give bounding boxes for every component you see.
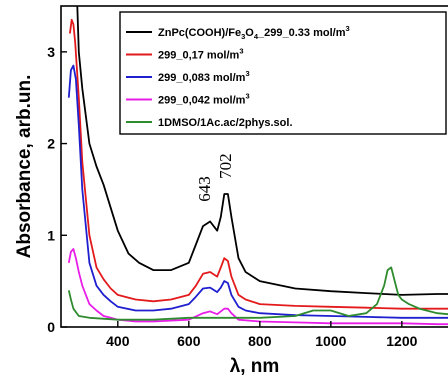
legend-box — [119, 11, 447, 135]
x-tick-label: 800 — [248, 333, 272, 349]
series-line-5 — [67, 266, 448, 321]
y-tick-label: 0 — [47, 319, 55, 335]
y-tick-label: 2 — [47, 136, 55, 152]
x-tick-label: 1200 — [386, 333, 417, 349]
y-tick-label: 3 — [47, 44, 55, 60]
legend-entry: 299_0,083 mol/m3 — [158, 69, 250, 84]
legend-entry: ZnPc(COOH)/Fe3O4_299_0.33 mol/m3 — [158, 24, 350, 41]
series-line-2 — [69, 18, 448, 310]
ticks-layer: 400 600 800 1000 1200 0 1 2 3 — [47, 44, 417, 349]
x-tick-label: 400 — [106, 333, 130, 349]
y-axis-label: Absorbance, arb.un. — [14, 75, 35, 259]
x-axis-label: λ, nm — [230, 356, 280, 377]
plot-frame — [60, 5, 448, 328]
peak-label-643: 643 — [195, 176, 214, 202]
series-line-4 — [67, 248, 448, 326]
x-tick-label: 1000 — [315, 333, 346, 349]
series-layer — [67, 6, 448, 326]
series-line-3 — [67, 64, 448, 319]
legend-entry: 299_0,17 mol/m3 — [158, 47, 244, 62]
legend: ZnPc(COOH)/Fe3O4_299_0.33 mol/m3 299_0,17… — [119, 11, 447, 135]
y-tick-label: 1 — [47, 227, 55, 243]
series-line-1 — [76, 6, 448, 296]
x-tick-label: 600 — [177, 333, 201, 349]
legend-entry: 1DMSO/1Ac.ac/2phys.sol. — [158, 117, 293, 129]
legend-entry: 299_0,042 mol/m3 — [158, 92, 250, 107]
peak-label-702: 702 — [216, 153, 235, 179]
